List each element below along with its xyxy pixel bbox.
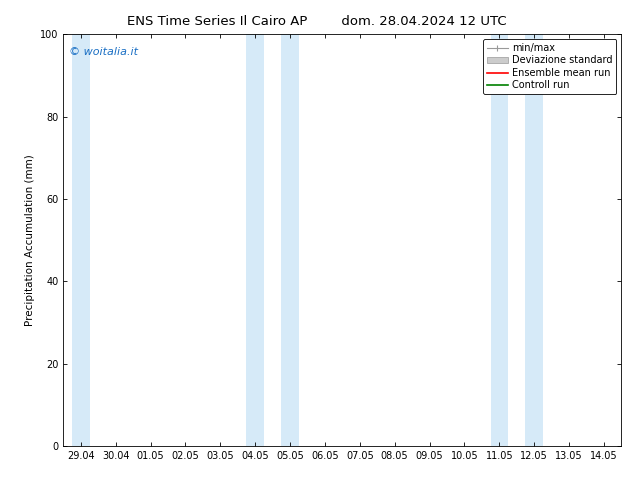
Bar: [281, 34, 299, 446]
Bar: [491, 34, 508, 446]
Bar: [72, 34, 89, 446]
Y-axis label: Precipitation Accumulation (mm): Precipitation Accumulation (mm): [25, 154, 35, 326]
Legend: min/max, Deviazione standard, Ensemble mean run, Controll run: min/max, Deviazione standard, Ensemble m…: [483, 39, 616, 94]
Bar: [526, 34, 543, 446]
Bar: [247, 34, 264, 446]
Text: ENS Time Series Il Cairo AP        dom. 28.04.2024 12 UTC: ENS Time Series Il Cairo AP dom. 28.04.2…: [127, 15, 507, 28]
Text: © woitalia.it: © woitalia.it: [69, 47, 138, 57]
